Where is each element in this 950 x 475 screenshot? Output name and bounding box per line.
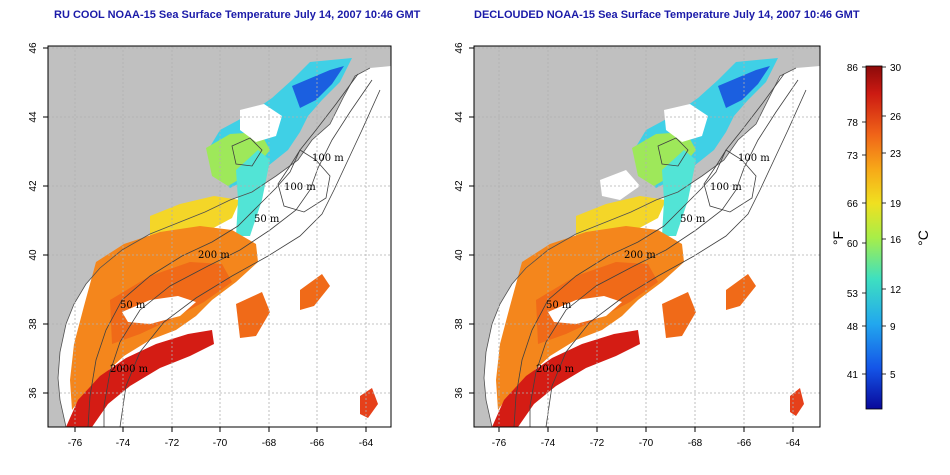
left-contour-label-50m: 50 m: [254, 214, 280, 225]
cb-c-26: 26: [890, 112, 902, 123]
cb-f-48: 48: [847, 322, 859, 333]
left-y-tick-46: 46: [28, 42, 39, 54]
cb-c-9: 9: [890, 322, 896, 333]
left-cloud-1: [122, 296, 196, 324]
left-x-tick-66: -66: [310, 438, 325, 449]
right-cloud-1: [548, 296, 622, 324]
right-y-tick-40: 40: [454, 249, 465, 261]
right-map-title: DECLOUDED NOAA-15 Sea Surface Temperatur…: [474, 9, 860, 21]
right-x-tick-labels: -76 -74 -72 -70 -68 -66 -64: [492, 438, 801, 449]
right-contour-label-100m-upper: 100 m: [738, 153, 770, 164]
right-sst-maine-green: [632, 132, 696, 186]
temperature-colorbar: 86 78 73 66 60 53 48 41 30 26 23 19 16 1…: [830, 63, 931, 410]
cb-f-86: 86: [847, 63, 859, 74]
left-sst-maine-green: [206, 132, 270, 186]
left-x-tick-70: -70: [213, 438, 228, 449]
right-map-frame: [473, 45, 821, 428]
right-coastline: [483, 67, 797, 427]
right-x-tick-74: -74: [541, 438, 556, 449]
cb-c-5: 5: [890, 370, 896, 381]
left-coastline: [57, 67, 371, 427]
left-map-title: RU COOL NOAA-15 Sea Surface Temperature …: [54, 9, 421, 21]
left-offshore-patch-2: [360, 388, 378, 418]
left-offshore-patch-3: [236, 292, 270, 338]
colorbar-fahrenheit-unit: °F: [830, 231, 846, 245]
right-cloud-2: [664, 104, 708, 142]
right-contour-label-2000m: 2000 m: [536, 364, 575, 375]
colorbar-fahrenheit-labels: 86 78 73 66 60 53 48 41: [847, 63, 859, 381]
left-contour-label-2000m: 2000 m: [110, 364, 149, 375]
left-x-tick-76: -76: [68, 438, 83, 449]
left-grid-lines: [48, 46, 391, 427]
left-y-tick-36: 36: [28, 387, 39, 399]
left-y-tick-40: 40: [28, 249, 39, 261]
cb-c-12: 12: [890, 285, 902, 296]
right-x-tick-64: -64: [786, 438, 801, 449]
cb-f-53: 53: [847, 289, 859, 300]
right-y-tick-46: 46: [454, 42, 465, 54]
right-offshore-patch-3: [662, 292, 696, 338]
cb-f-60: 60: [847, 239, 859, 250]
right-x-tick-72: -72: [590, 438, 605, 449]
right-y-tick-44: 44: [454, 111, 465, 123]
right-x-tick-66: -66: [737, 438, 752, 449]
left-x-tick-68: -68: [262, 438, 277, 449]
left-sst-gulfstream: [66, 330, 214, 427]
left-bathymetry-contours: [87, 73, 381, 427]
left-sst-bright-cyan: [236, 150, 270, 236]
right-offshore-patch-2: [790, 388, 804, 416]
right-sst-bright-cyan: [662, 150, 696, 236]
left-contour-label-100m-lower: 100 m: [284, 182, 316, 193]
left-y-tick-42: 42: [28, 180, 39, 192]
right-x-tick-70: -70: [639, 438, 654, 449]
left-contour-label-200m: 200 m: [198, 250, 230, 261]
right-axis-ticks: [469, 47, 794, 432]
left-x-tick-72: -72: [165, 438, 180, 449]
right-x-tick-68: -68: [688, 438, 703, 449]
cb-c-19: 19: [890, 199, 902, 210]
right-contour-label-200m: 200 m: [624, 250, 656, 261]
cb-f-41: 41: [847, 370, 859, 381]
right-contour-label-50m-south: 50 m: [546, 300, 572, 311]
cb-f-66: 66: [847, 199, 859, 210]
right-map-panel: 100 m 100 m 50 m 200 m 50 m 2000 m -76 -…: [454, 42, 821, 449]
left-y-tick-44: 44: [28, 111, 39, 123]
left-contour-label-100m-upper: 100 m: [312, 153, 344, 164]
left-land: [48, 46, 391, 427]
left-x-tick-74: -74: [116, 438, 131, 449]
right-y-tick-42: 42: [454, 180, 465, 192]
cb-f-78: 78: [847, 118, 859, 129]
left-y-tick-labels: 46 44 42 40 38 36: [28, 42, 39, 399]
left-contour-label-50m-south: 50 m: [120, 300, 146, 311]
right-contour-label-50m: 50 m: [680, 214, 706, 225]
right-cloud-3: [600, 170, 640, 200]
right-bathymetry-contours: [513, 73, 807, 427]
right-x-tick-76: -76: [492, 438, 507, 449]
cb-c-30: 30: [890, 63, 902, 74]
right-sst-gulfstream: [492, 330, 640, 427]
right-grid-lines: [474, 46, 820, 427]
left-axis-ticks: [43, 47, 367, 432]
left-cloud-2: [240, 104, 282, 142]
left-y-tick-38: 38: [28, 318, 39, 330]
cb-c-23: 23: [890, 149, 902, 160]
right-y-tick-36: 36: [454, 387, 465, 399]
colorbar-ticks: [862, 66, 886, 375]
right-contour-label-100m-lower: 100 m: [710, 182, 742, 193]
right-y-tick-labels: 46 44 42 40 38 36: [454, 42, 465, 399]
left-x-tick-64: -64: [359, 438, 374, 449]
colorbar-gradient: [865, 65, 883, 410]
cb-f-73: 73: [847, 151, 859, 162]
left-sst-fundy: [292, 66, 344, 108]
right-offshore-patch-1: [726, 274, 756, 310]
colorbar-celsius-labels: 30 26 23 19 16 12 9 5: [890, 63, 902, 381]
left-x-tick-labels: -76 -74 -72 -70 -68 -66 -64: [68, 438, 374, 449]
left-offshore-patch-1: [300, 274, 330, 310]
colorbar-celsius-unit: °C: [915, 230, 931, 246]
cb-c-16: 16: [890, 235, 902, 246]
left-map-panel: 100 m 100 m 50 m 200 m 50 m 2000 m -76 -…: [28, 42, 392, 449]
right-y-tick-38: 38: [454, 318, 465, 330]
